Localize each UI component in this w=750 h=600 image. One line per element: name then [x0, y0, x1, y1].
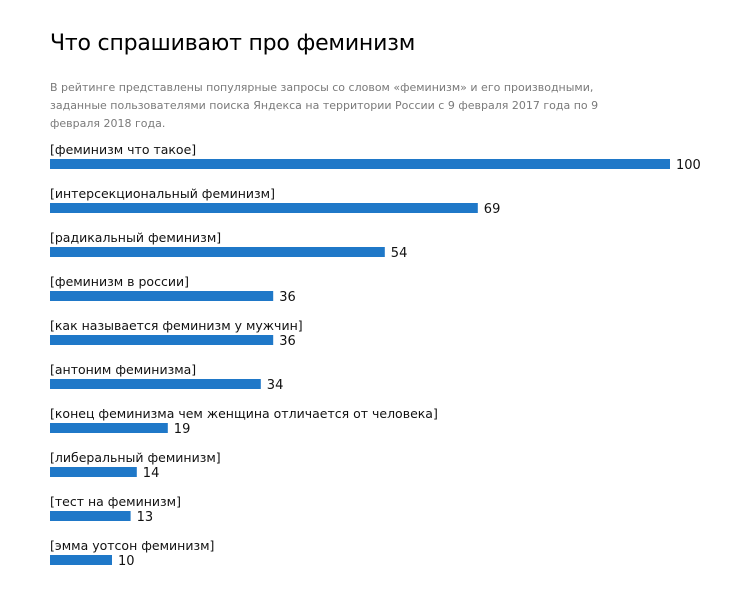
chart-title: Что спрашивают про феминизм — [50, 31, 416, 56]
bar — [50, 423, 168, 433]
bar — [50, 555, 112, 565]
bar — [50, 511, 131, 521]
bar — [50, 467, 137, 477]
bar — [50, 335, 274, 345]
category-label: [как называется феминизм у мужчин] — [50, 318, 303, 333]
bar — [50, 203, 478, 213]
category-label: [радикальный феминизм] — [50, 230, 221, 245]
bar — [50, 159, 670, 169]
bar — [50, 379, 261, 389]
category-label: [интерсекциональный феминизм] — [50, 186, 275, 201]
category-label: [феминизм в россии] — [50, 274, 189, 289]
category-label: [либеральный феминизм] — [50, 450, 221, 465]
value-label: 36 — [279, 290, 296, 305]
value-label: 10 — [118, 554, 135, 569]
value-label: 100 — [676, 158, 701, 173]
category-label: [тест на феминизм] — [50, 494, 181, 509]
category-label: [феминизм что такое] — [50, 142, 196, 157]
bar — [50, 291, 274, 301]
value-label: 34 — [267, 378, 284, 393]
value-label: 19 — [174, 422, 191, 437]
category-label: [антоним феминизма] — [50, 362, 196, 377]
value-label: 36 — [279, 334, 296, 349]
category-label: [эмма уотсон феминизм] — [50, 538, 214, 553]
chart-subtitle: В рейтинге представлены популярные запро… — [50, 81, 599, 130]
value-label: 14 — [143, 466, 160, 481]
bar — [50, 247, 385, 257]
value-label: 54 — [391, 246, 408, 261]
category-label: [конец феминизма чем женщина отличается … — [50, 406, 438, 421]
value-label: 69 — [484, 202, 501, 217]
value-label: 13 — [137, 510, 154, 525]
